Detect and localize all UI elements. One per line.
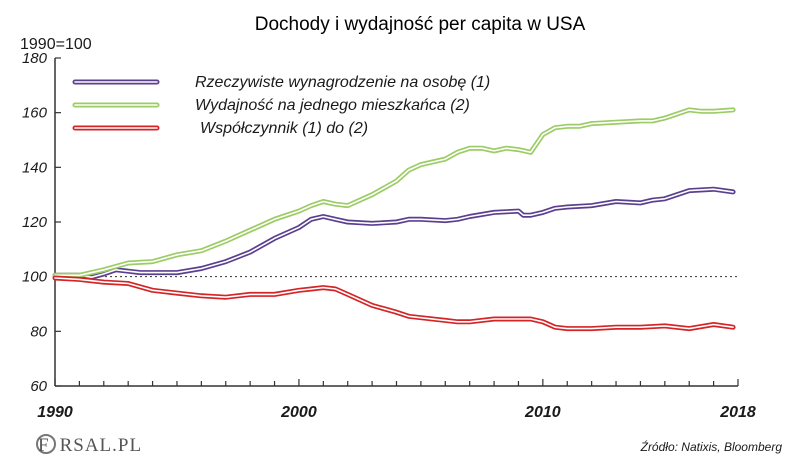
y-tick-label: 180	[22, 50, 48, 67]
x-tick-label: 2010	[524, 404, 561, 421]
legend-item: Wydajność na jednego mieszkańca (2)	[72, 97, 470, 114]
forsal-logo: F RSAL.PL	[36, 434, 142, 456]
series-line	[52, 107, 736, 278]
logo-circle-icon	[36, 434, 56, 454]
legend-item: Współczynnik (1) do (2)	[72, 120, 368, 137]
logo-text: F RSAL.PL	[38, 435, 142, 456]
series-line-outer	[52, 275, 736, 332]
series-line	[52, 275, 736, 332]
chart-title: Dochody i wydajność per capita w USA	[255, 14, 586, 35]
y-tick-label: 140	[22, 159, 48, 176]
series-line	[52, 186, 736, 280]
series-line-inner	[54, 277, 734, 330]
y-tick-label: 60	[30, 378, 47, 395]
axes: 60 80 100 120 140 160 180 1990 2000 2010 2018	[22, 50, 756, 421]
series-line-inner	[54, 109, 734, 277]
y-tick-label: 80	[30, 323, 47, 340]
source-note: Źródło: Natixis, Bloomberg	[640, 439, 783, 454]
legend-item: Rzeczywiste wynagrodzenie na osobę (1)	[72, 74, 490, 91]
legend-label: Wydajność na jednego mieszkańca (2)	[195, 97, 470, 114]
series-layer	[52, 107, 736, 332]
unit-label: 1990=100	[20, 36, 92, 53]
series-line-inner	[54, 188, 734, 278]
x-tick-label: 1990	[37, 404, 73, 421]
x-tick-label: 2000	[280, 404, 317, 421]
legend: Rzeczywiste wynagrodzenie na osobę (1) Wy…	[72, 74, 490, 137]
y-tick-label: 100	[22, 269, 48, 286]
x-tick-label: 2018	[719, 404, 756, 421]
series-line-outer	[52, 107, 736, 278]
y-tick-label: 160	[22, 105, 48, 122]
y-tick-label: 120	[22, 214, 48, 231]
legend-label: Współczynnik (1) do (2)	[200, 120, 368, 137]
legend-label: Rzeczywiste wynagrodzenie na osobę (1)	[195, 74, 490, 91]
